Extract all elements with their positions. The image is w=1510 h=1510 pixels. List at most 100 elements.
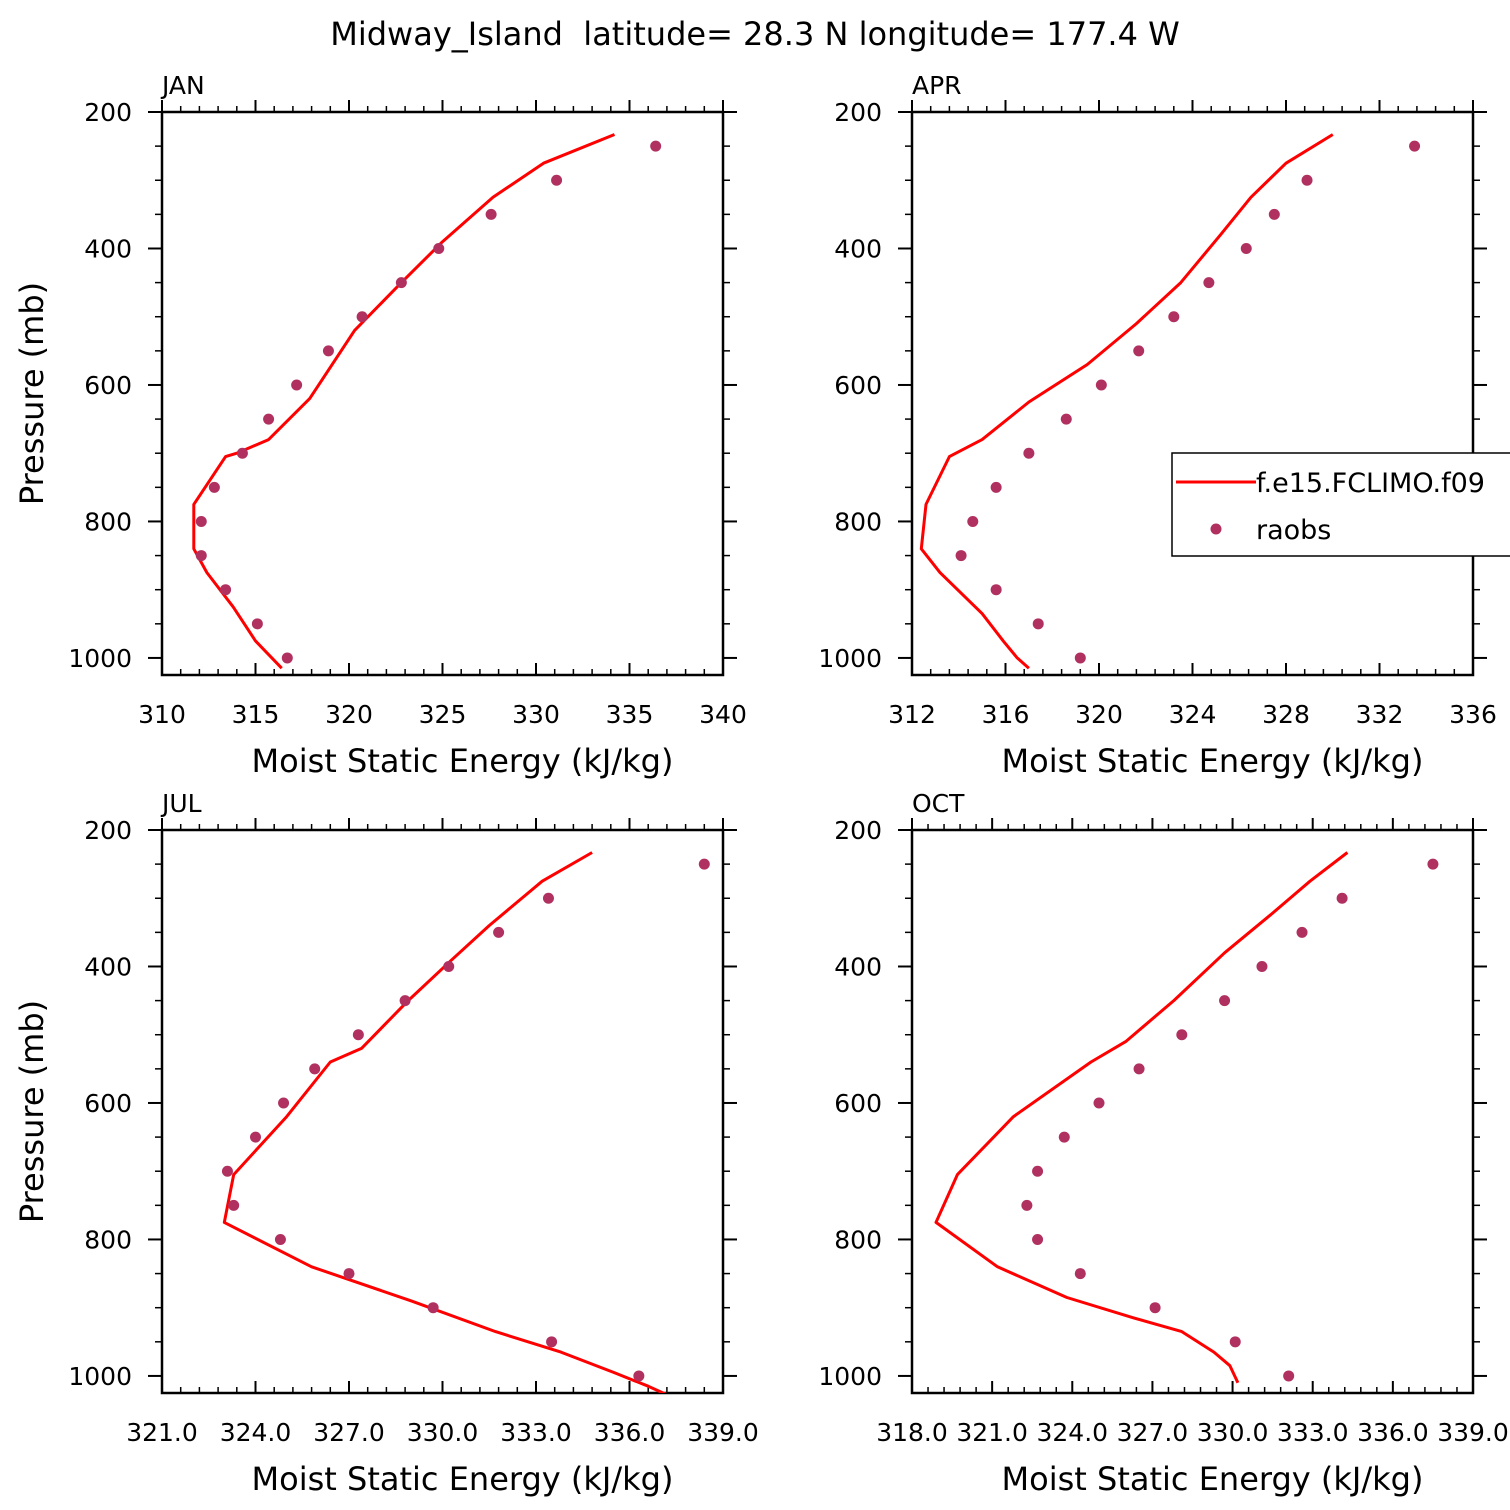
raobs-point xyxy=(427,1302,439,1314)
panel-label: JAN xyxy=(160,71,205,100)
x-tick-label: 328 xyxy=(1262,700,1310,729)
raobs-point xyxy=(1168,311,1180,323)
raobs-point xyxy=(309,1063,321,1075)
x-tick-label: 321.0 xyxy=(956,1418,1028,1447)
raobs-point xyxy=(1060,413,1072,425)
y-tick-label: 200 xyxy=(84,98,132,127)
x-tick-label: 339.0 xyxy=(1437,1418,1509,1447)
raobs-point xyxy=(1336,892,1348,904)
x-tick-label: 335 xyxy=(606,700,654,729)
raobs-point xyxy=(1032,618,1044,630)
raobs-point xyxy=(236,447,248,459)
x-tick-label: 310 xyxy=(138,700,186,729)
y-tick-label: 800 xyxy=(84,507,132,536)
raobs-point xyxy=(1149,1302,1161,1314)
y-tick-label: 200 xyxy=(834,98,882,127)
raobs-point xyxy=(967,515,979,527)
plot-frame xyxy=(910,828,1475,1395)
raobs-point xyxy=(221,1165,233,1177)
raobs-point xyxy=(322,345,334,357)
raobs-point xyxy=(195,515,207,527)
raobs-point xyxy=(228,1199,240,1211)
raobs-point xyxy=(1023,447,1035,459)
model-line-series xyxy=(222,851,667,1393)
raobs-point xyxy=(1268,208,1280,220)
x-tick-label: 336.0 xyxy=(594,1418,666,1447)
raobs-point xyxy=(1074,652,1086,664)
x-tick-label: 340 xyxy=(699,700,747,729)
y-tick-label: 400 xyxy=(84,952,132,981)
y-tick-label: 1000 xyxy=(818,1362,882,1391)
raobs-point xyxy=(1133,345,1145,357)
model-line-series xyxy=(192,133,616,670)
legend-marker-swatch xyxy=(1210,523,1222,535)
raobs-point xyxy=(1176,1029,1188,1041)
y-tick-label: 1000 xyxy=(818,644,882,673)
x-tick-label: 324.0 xyxy=(1036,1418,1108,1447)
raobs-point xyxy=(698,858,710,870)
raobs-point xyxy=(955,550,967,562)
raobs-point xyxy=(1133,1063,1145,1075)
data-area xyxy=(192,133,662,670)
x-axis-label: Moist Static Energy (kJ/kg) xyxy=(252,742,674,780)
y-tick-label: 1000 xyxy=(68,644,132,673)
raobs-point xyxy=(546,1336,558,1348)
raobs-point xyxy=(1074,1268,1086,1280)
raobs-point xyxy=(291,379,303,391)
x-tick-label: 315 xyxy=(232,700,280,729)
model-line-series xyxy=(934,851,1349,1384)
x-tick-label: 339.0 xyxy=(687,1418,759,1447)
x-tick-label: 336.0 xyxy=(1357,1418,1429,1447)
x-tick-label: 330.0 xyxy=(1197,1418,1269,1447)
panel-jul: 321.0 324.0 327.0 330.0 333.0 336.0 339.0 200 40… xyxy=(13,789,759,1498)
raobs-point xyxy=(263,413,275,425)
x-tick-label: 312 xyxy=(888,700,936,729)
raobs-point xyxy=(1409,140,1421,152)
x-axis-label: Moist Static Energy (kJ/kg) xyxy=(252,1460,674,1498)
raobs-point xyxy=(542,892,554,904)
raobs-point xyxy=(1240,242,1252,254)
x-tick-label: 324.0 xyxy=(220,1418,292,1447)
raobs-point xyxy=(356,311,368,323)
raobs-point xyxy=(281,652,293,664)
raobs-point xyxy=(1256,960,1268,972)
raobs-point xyxy=(1021,1199,1033,1211)
raobs-point xyxy=(399,995,411,1007)
y-tick-label: 600 xyxy=(84,1089,132,1118)
y-axis-label: Pressure (mb) xyxy=(13,1000,51,1223)
raobs-point xyxy=(1032,1165,1044,1177)
data-area xyxy=(919,133,1421,670)
y-tick-label: 800 xyxy=(834,507,882,536)
y-tick-label: 400 xyxy=(834,234,882,263)
x-tick-label: 321.0 xyxy=(126,1418,198,1447)
x-tick-label: 332 xyxy=(1356,700,1404,729)
raobs-point xyxy=(493,926,505,938)
raobs-point xyxy=(1058,1131,1070,1143)
y-tick-label: 400 xyxy=(834,952,882,981)
raobs-point xyxy=(433,242,445,254)
plot-frame xyxy=(160,828,725,1395)
raobs-point xyxy=(1095,379,1107,391)
plot-frame xyxy=(160,110,725,677)
raobs-point xyxy=(1093,1097,1105,1109)
y-tick-label: 800 xyxy=(834,1225,882,1254)
raobs-point xyxy=(1229,1336,1241,1348)
panel-label: JUL xyxy=(160,789,202,818)
raobs-point xyxy=(1283,1370,1295,1382)
raobs-point xyxy=(1203,277,1215,289)
x-axis-label: Moist Static Energy (kJ/kg) xyxy=(1002,1460,1424,1498)
y-tick-label: 400 xyxy=(84,234,132,263)
raobs-point xyxy=(633,1370,645,1382)
panel-apr: 312 316 320 324 328 332 336 200 400 600 800 1000 APR… xyxy=(818,71,1496,780)
raobs-point xyxy=(352,1029,364,1041)
x-tick-label: 320 xyxy=(1075,700,1123,729)
x-tick-label: 327.0 xyxy=(1117,1418,1189,1447)
raobs-point xyxy=(1427,858,1439,870)
raobs-point xyxy=(251,618,263,630)
raobs-point xyxy=(1032,1233,1044,1245)
y-tick-label: 1000 xyxy=(68,1362,132,1391)
y-tick-label: 600 xyxy=(834,1089,882,1118)
legend-label-raobs: raobs xyxy=(1256,515,1331,546)
y-tick-label: 200 xyxy=(834,816,882,845)
y-tick-label: 600 xyxy=(84,371,132,400)
